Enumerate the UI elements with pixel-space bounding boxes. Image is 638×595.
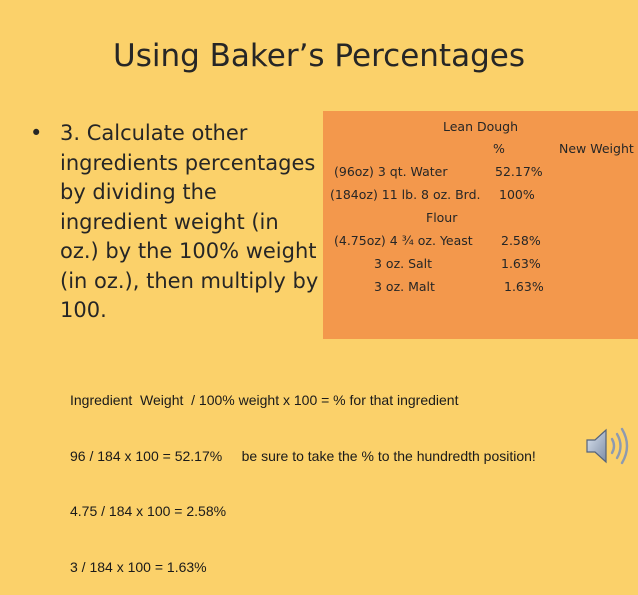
row-ingredient: Flour: [426, 210, 458, 225]
row-ingredient: (184oz) 11 lb. 8 oz. Brd.: [330, 187, 481, 202]
new-weight-header: New Weight: [559, 141, 634, 156]
row-ingredient: 3 oz. Salt: [374, 256, 433, 271]
row-percent: 52.17%: [495, 164, 543, 179]
note-line: 4.75 / 184 x 100 = 2.58%: [70, 503, 227, 519]
row-ingredient: 3 oz. Malt: [374, 279, 435, 294]
lean-dough-table: Lean Dough % New Weight (96oz) 3 qt. Wat…: [323, 111, 638, 339]
note-line: Ingredient Weight / 100% weight x 100 = …: [70, 392, 459, 408]
row-percent: 2.58%: [501, 233, 541, 248]
row-percent: 100%: [499, 187, 535, 202]
note-line: 96 / 184 x 100 = 52.17% be sure to take …: [70, 447, 536, 464]
row-percent: 1.63%: [501, 256, 541, 271]
bullet-text: 3. Calculate other ingredients percentag…: [60, 121, 319, 322]
calculation-notes: Ingredient Weight / 100% weight x 100 = …: [70, 354, 536, 595]
note-line: 3 / 184 x 100 = 1.63%: [70, 558, 207, 575]
bullet-marker: •: [30, 121, 43, 145]
row-ingredient: (96oz) 3 qt. Water: [334, 164, 448, 179]
row-percent: 1.63%: [504, 279, 544, 294]
table-title: Lean Dough: [443, 119, 519, 134]
speaker-icon[interactable]: [583, 425, 631, 467]
slide-title: Using Baker’s Percentages: [113, 38, 525, 74]
row-ingredient: (4.75oz) 4 ¾ oz. Yeast: [334, 233, 473, 248]
percent-header: %: [493, 141, 505, 156]
